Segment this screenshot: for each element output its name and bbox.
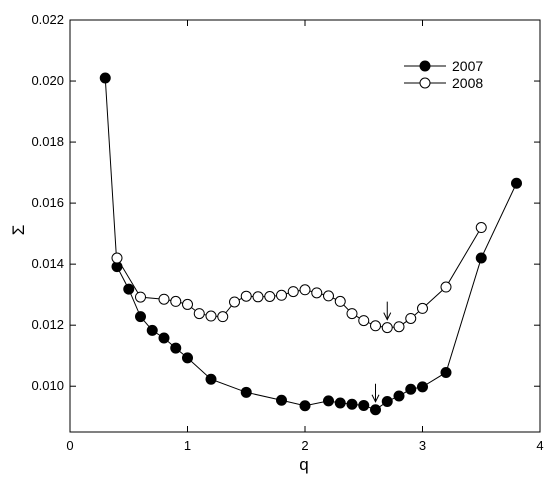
series-lines [104, 77, 517, 411]
annotations [371, 301, 392, 403]
y-tick-label: 0.014 [31, 256, 64, 271]
data-point-2007 [123, 283, 135, 295]
data-point-2007 [417, 381, 428, 393]
data-point-2008 [205, 310, 217, 322]
data-point-2007 [475, 252, 487, 264]
data-point-2008 [158, 293, 170, 305]
y-tick-label: 0.012 [31, 317, 64, 332]
legend-label-2007: 2007 [452, 58, 483, 74]
data-point-2007 [135, 311, 146, 323]
y-tick-label: 0.016 [31, 195, 64, 210]
data-point-2008 [240, 290, 252, 302]
series-markers [99, 72, 522, 416]
axis-ticks: 0 1 2 3 4 0.010 0.012 0.014 0.016 0.018 0.020 0.022 [31, 12, 543, 453]
data-point-2008 [393, 321, 405, 333]
data-point-2007 [99, 72, 111, 84]
data-point-2008 [111, 252, 123, 264]
y-tick-label: 0.018 [31, 134, 64, 149]
data-point-2007 [370, 404, 381, 416]
y-axis-title: Σ [9, 225, 28, 236]
data-point-2008 [417, 302, 428, 314]
legend-marker-2008 [419, 77, 431, 89]
x-tick-label: 4 [536, 438, 543, 453]
arrow-annotation-head [383, 312, 392, 321]
data-point-2007 [146, 324, 158, 336]
y-tick-label: 0.010 [31, 378, 64, 393]
data-point-2007 [440, 366, 452, 378]
data-point-2008 [323, 290, 334, 302]
data-point-2008 [440, 281, 452, 293]
data-point-2007 [299, 400, 311, 412]
x-tick-label: 2 [301, 438, 308, 453]
data-point-2008 [475, 222, 487, 234]
data-point-2008 [346, 308, 358, 320]
data-point-2007 [381, 395, 393, 407]
data-point-2008 [358, 315, 370, 327]
data-point-2007 [240, 386, 252, 398]
data-point-2008 [252, 291, 264, 303]
x-axis-title: q [299, 455, 308, 474]
data-point-2008 [287, 286, 299, 298]
data-point-2008 [334, 295, 346, 307]
arrow-annotation-head [371, 394, 380, 403]
data-point-2008 [299, 284, 311, 296]
data-point-2008 [229, 296, 240, 308]
legend-marker-2007 [419, 60, 431, 72]
data-point-2008 [193, 308, 205, 320]
data-point-2007 [170, 342, 182, 354]
data-point-2007 [205, 373, 217, 385]
data-point-2007 [405, 383, 417, 395]
data-point-2007 [358, 399, 370, 411]
data-point-2008 [405, 312, 417, 324]
data-point-2007 [334, 397, 346, 409]
data-point-2008 [370, 320, 381, 332]
legend-label-2008: 2008 [452, 75, 483, 91]
data-point-2008 [135, 291, 146, 303]
data-point-2007 [276, 394, 287, 406]
x-tick-label: 3 [419, 438, 426, 453]
series-line-2007 [104, 77, 517, 411]
data-point-2007 [323, 395, 334, 407]
y-tick-label: 0.020 [31, 73, 64, 88]
data-point-2008 [311, 287, 323, 299]
data-point-2007 [511, 177, 522, 189]
data-point-2008 [264, 290, 276, 302]
data-point-2007 [158, 332, 170, 344]
data-point-2008 [381, 322, 393, 334]
data-point-2007 [393, 390, 405, 402]
data-point-2007 [346, 398, 358, 410]
x-tick-label: 0 [66, 438, 73, 453]
data-point-2008 [182, 298, 193, 310]
x-tick-label: 1 [184, 438, 191, 453]
data-point-2008 [170, 295, 182, 307]
y-tick-label: 0.022 [31, 12, 64, 27]
data-point-2008 [276, 289, 287, 301]
data-point-2008 [217, 311, 229, 323]
series-line-2008 [116, 227, 482, 329]
data-point-2007 [182, 352, 193, 364]
